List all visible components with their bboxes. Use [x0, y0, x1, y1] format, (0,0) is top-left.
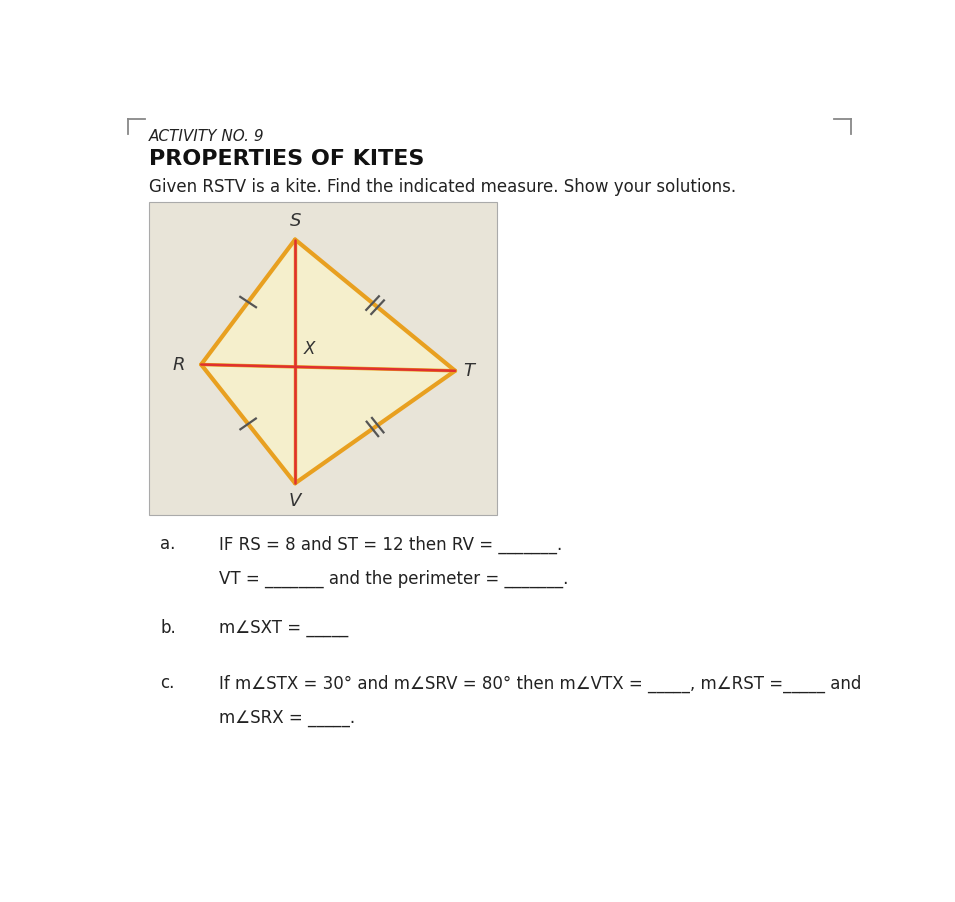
Text: PROPERTIES OF KITES: PROPERTIES OF KITES	[149, 149, 424, 169]
Text: c.: c.	[160, 675, 175, 693]
Text: IF RS = 8 and ST = 12 then RV = _______.: IF RS = 8 and ST = 12 then RV = _______.	[220, 536, 562, 554]
Bar	[149, 202, 497, 514]
Text: m∠SRX = _____.: m∠SRX = _____.	[220, 709, 355, 727]
Text: b.: b.	[160, 619, 176, 637]
Text: Given RSTV is a kite. Find the indicated measure. Show your solutions.: Given RSTV is a kite. Find the indicated…	[149, 178, 736, 196]
Text: VT = _______ and the perimeter = _______.: VT = _______ and the perimeter = _______…	[220, 570, 568, 588]
Text: V: V	[289, 492, 301, 511]
Text: R: R	[172, 355, 185, 373]
Text: S: S	[289, 212, 301, 230]
Text: a.: a.	[160, 536, 176, 554]
Polygon shape	[202, 240, 456, 483]
Text: T: T	[463, 362, 475, 380]
Text: If m∠STX = 30° and m∠SRV = 80° then m∠VTX = _____, m∠RST =_____ and: If m∠STX = 30° and m∠SRV = 80° then m∠VT…	[220, 675, 861, 693]
Text: ACTIVITY NO. 9: ACTIVITY NO. 9	[149, 129, 265, 144]
Text: X: X	[304, 339, 315, 357]
Text: m∠SXT = _____: m∠SXT = _____	[220, 619, 349, 637]
